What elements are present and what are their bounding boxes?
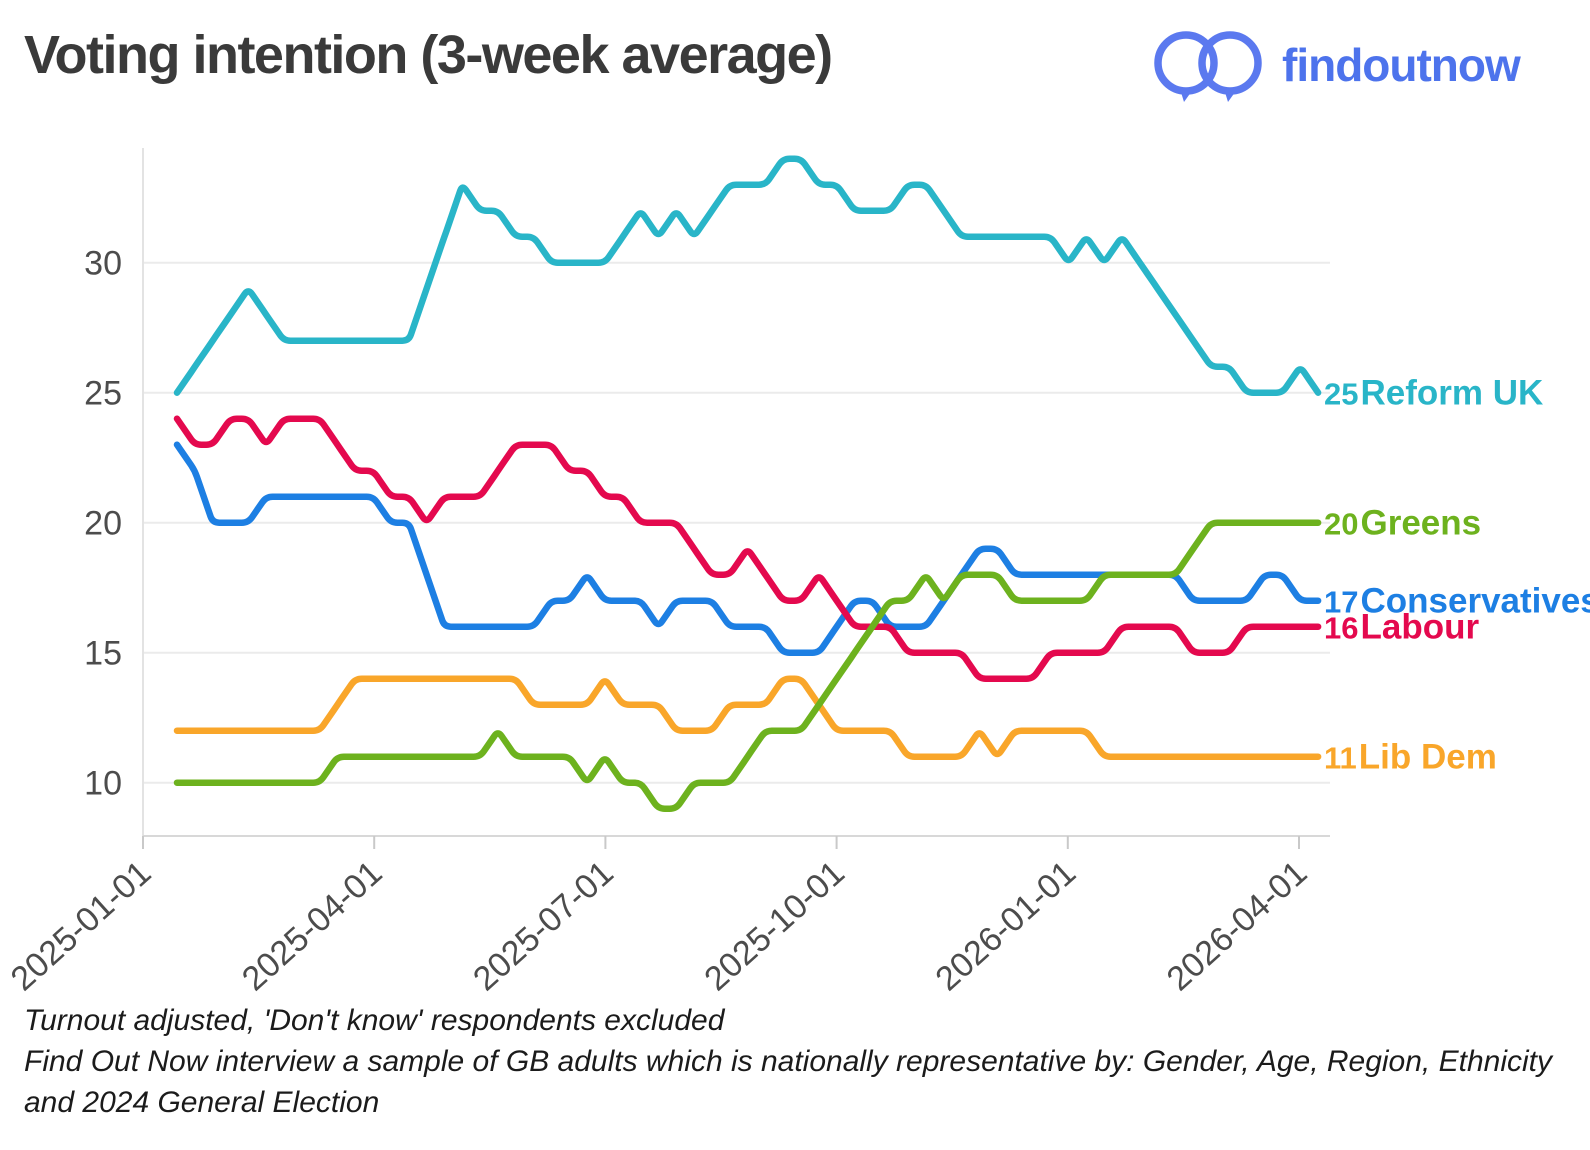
y-tick-label: 20	[84, 505, 122, 543]
series-end-label-conservatives: 17Conservatives	[1324, 582, 1590, 621]
x-tick-label: 2026-01-01	[928, 854, 1083, 999]
footnote-line: Turnout adjusted, 'Don't know' responden…	[24, 1004, 725, 1037]
x-tick-label: 2025-10-01	[697, 854, 852, 999]
series-end-label-reform-uk: 25Reform UK	[1324, 374, 1543, 413]
findoutnow-wordmark: findoutnow	[1282, 39, 1521, 91]
series-end-label-lib-dem: 11Lib Dem	[1324, 738, 1497, 777]
y-tick-label: 10	[84, 765, 122, 803]
series-line-reform-uk	[173, 155, 1322, 396]
series-line-lib-dem	[173, 675, 1322, 760]
x-tick-label: 2025-01-01	[4, 854, 159, 999]
series-end-label-greens: 20Greens	[1324, 504, 1481, 543]
x-tick-label: 2025-07-01	[466, 854, 621, 999]
series-line-labour	[173, 415, 1322, 682]
findoutnow-logo: findoutnow	[1150, 22, 1521, 108]
x-tick-label: 2025-04-01	[235, 854, 390, 999]
footnote-line: Find Out Now interview a sample of GB ad…	[24, 1045, 1552, 1078]
speech-bubbles-icon	[1154, 31, 1262, 102]
y-tick-label: 30	[84, 245, 122, 283]
series-end-label-labour: 16Labour	[1324, 608, 1479, 647]
series-line-greens	[173, 519, 1322, 812]
y-tick-label: 25	[84, 375, 122, 413]
footnote-line: and 2024 General Election	[24, 1086, 380, 1119]
page-title: Voting intention (3-week average)	[24, 25, 833, 85]
chart-footnotes: Turnout adjusted, 'Don't know' responden…	[24, 1000, 1569, 1123]
y-tick-label: 15	[84, 635, 122, 673]
x-tick-label: 2026-04-01	[1160, 854, 1315, 999]
